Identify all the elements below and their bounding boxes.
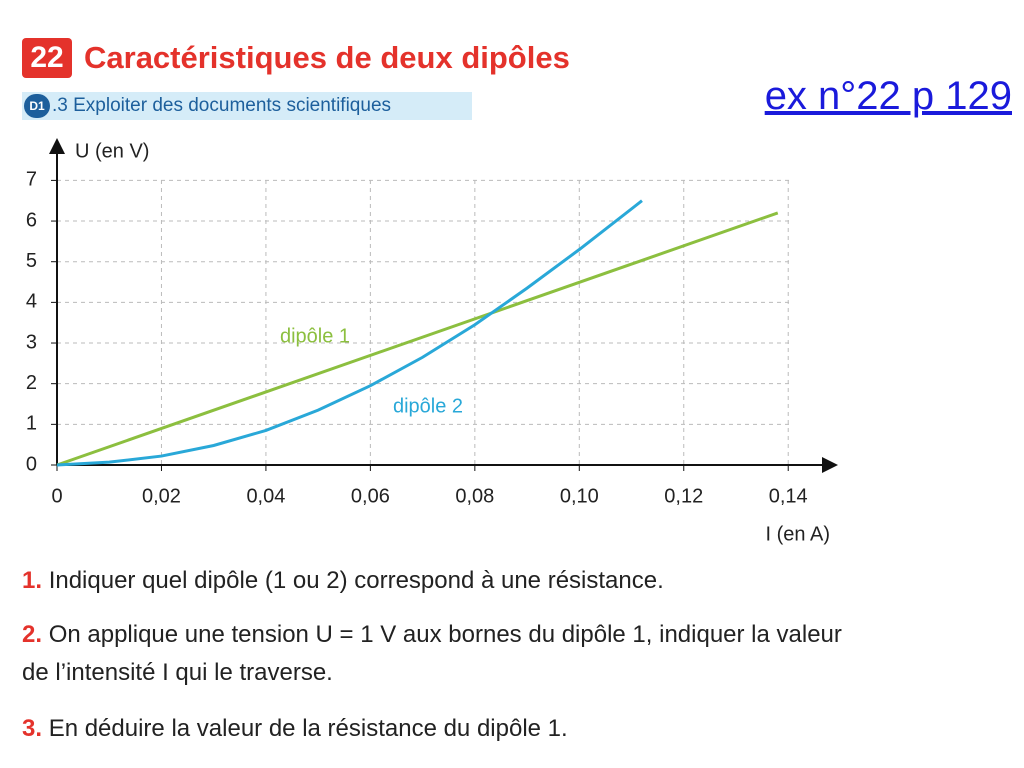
- data-line: [56, 199, 643, 467]
- exercise-number: 22: [22, 38, 72, 78]
- series-label: dipôle 1: [280, 325, 350, 347]
- x-tick-label: 0,04: [246, 485, 285, 507]
- question-number: 2.: [22, 621, 43, 648]
- x-tick-label: 0,02: [142, 485, 181, 507]
- y-tick-label: 3: [26, 331, 37, 353]
- question-text: On applique une tension U = 1 V aux born…: [22, 621, 842, 686]
- subtitle-bar: D1.3 Exploiter des documents scientifiqu…: [22, 92, 472, 120]
- exercise-link[interactable]: ex n°22 p 129: [764, 74, 1012, 118]
- question-number: 3.: [22, 715, 43, 742]
- question-number: 1.: [22, 567, 43, 594]
- x-tick-label: 0,12: [664, 485, 703, 507]
- x-tick-label: 0,06: [351, 485, 390, 507]
- question: 3. En déduire la valeur de la résistance…: [22, 710, 882, 748]
- question-text: En déduire la valeur de la résistance du…: [48, 715, 568, 742]
- x-tick-label: 0,14: [769, 485, 808, 507]
- subtitle: .3 Exploiter des documents scientifiques: [52, 95, 392, 116]
- x-tick-label: 0,10: [560, 485, 599, 507]
- y-tick-label: 4: [26, 291, 37, 313]
- question-text: Indiquer quel dipôle (1 ou 2) correspond…: [48, 567, 664, 594]
- x-axis-label: I (en A): [766, 523, 830, 545]
- question: 2. On applique une tension U = 1 V aux b…: [22, 616, 842, 692]
- y-tick-label: 0: [26, 453, 37, 475]
- skill-badge: D1: [24, 93, 50, 118]
- chart: 0 1 2 3 4 5 6 7 0 0,02 0,04 0,06 0,08 0,10 0,12 0,14 U (…: [26, 138, 838, 545]
- exercise-title: Caractéristiques de deux dipôles: [84, 40, 570, 75]
- question: 1. Indiquer quel dipôle (1 ou 2) corresp…: [22, 562, 882, 600]
- x-tick-label: 0: [51, 485, 62, 507]
- y-tick-label: 2: [26, 372, 37, 394]
- y-tick-label: 7: [26, 169, 37, 191]
- x-tick-label: 0,08: [455, 485, 494, 507]
- y-tick-label: 1: [26, 413, 37, 435]
- y-tick-label: 5: [26, 250, 37, 272]
- data-line: [56, 211, 779, 467]
- y-tick-label: 6: [26, 209, 37, 231]
- series-label: dipôle 2: [393, 395, 463, 417]
- y-axis-label: U (en V): [75, 140, 149, 162]
